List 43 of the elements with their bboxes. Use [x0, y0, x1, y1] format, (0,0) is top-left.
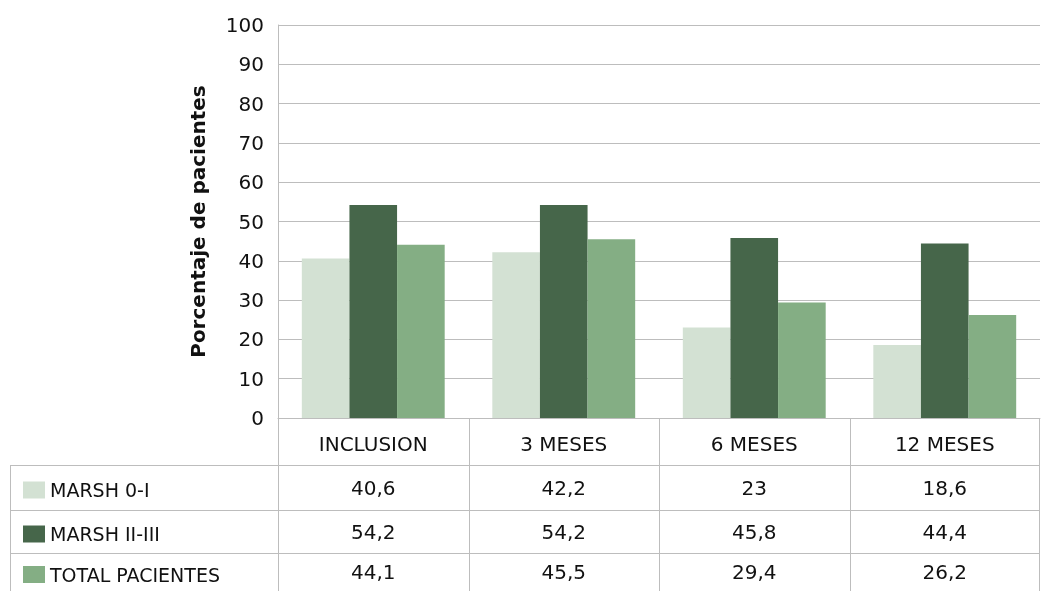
data-label: 26,2	[921, 560, 968, 584]
y-tick-label: 0	[251, 406, 264, 430]
bar	[920, 243, 969, 418]
bar	[682, 327, 731, 418]
y-axis-title: Porcentaje de pacientes	[186, 85, 210, 358]
y-tick-label: 40	[238, 248, 264, 273]
y-tick-label: 100	[225, 13, 264, 37]
legend-label: MARSH 0-I	[50, 479, 150, 501]
data-label: 45,5	[540, 560, 587, 584]
y-tick-label: 30	[238, 288, 264, 313]
data-label: 44,4	[921, 519, 968, 544]
y-tick-label: 70	[238, 130, 264, 155]
data-label: 23	[740, 475, 768, 500]
bar	[349, 204, 398, 418]
legend-label: MARSH II-III	[50, 523, 160, 545]
bar	[301, 258, 350, 418]
data-label: 54,2	[350, 519, 397, 544]
x-tick-label: 3 MESES	[520, 432, 608, 456]
data-label: 40,6	[350, 475, 397, 500]
y-tick-label: 50	[238, 209, 264, 234]
bar	[539, 204, 588, 418]
bar	[873, 344, 921, 418]
bar	[778, 302, 826, 418]
data-label: 18,6	[921, 475, 968, 500]
data-label: 42,2	[540, 475, 587, 500]
y-tick-label: 20	[238, 327, 264, 352]
bar	[397, 244, 445, 418]
bar	[968, 315, 1017, 418]
x-tick-label: 6 MESES	[710, 432, 798, 456]
data-label: 54,2	[540, 519, 587, 544]
data-label: 45,8	[731, 519, 778, 544]
x-tick-label: INCLUSION	[318, 432, 428, 456]
legend-label: TOTAL PACIENTES	[49, 563, 220, 586]
bar	[730, 238, 779, 418]
y-tick-label: 60	[238, 170, 264, 195]
y-tick-label: 80	[238, 91, 264, 116]
y-tick-label: 90	[238, 52, 264, 77]
y-tick-label: 10	[238, 366, 264, 391]
data-label: 44,1	[350, 560, 397, 584]
bar	[492, 252, 540, 418]
x-tick-label: 12 MESES	[894, 432, 995, 456]
data-label: 29,4	[731, 560, 778, 584]
bar	[587, 239, 636, 418]
